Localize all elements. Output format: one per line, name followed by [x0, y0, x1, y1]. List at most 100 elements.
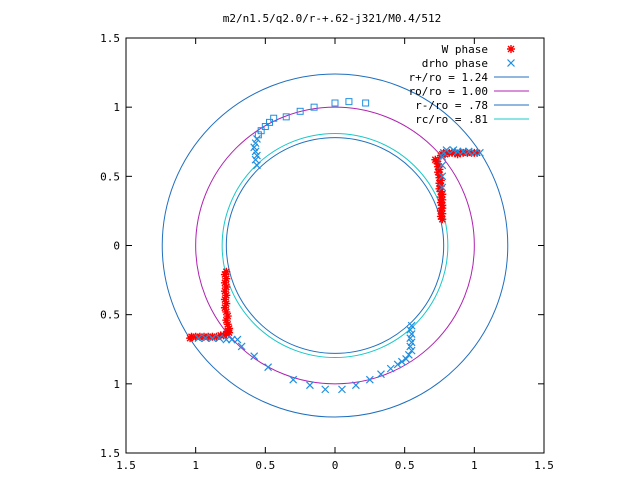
reference-circle — [225, 137, 445, 354]
data-point — [251, 155, 260, 164]
data-point — [220, 270, 229, 279]
data-point — [282, 113, 290, 121]
data-point — [407, 321, 416, 330]
data-point — [434, 162, 443, 171]
data-point — [251, 139, 260, 148]
data-point — [266, 118, 274, 126]
legend-marker — [507, 45, 515, 53]
data-point — [216, 331, 225, 340]
data-point — [436, 198, 445, 207]
data-point — [270, 114, 278, 122]
data-point — [438, 190, 447, 199]
axis-ticks: 1.5 1 0.5 0 0.5 1 1.51.510.500.511.5 — [100, 32, 554, 472]
data-point — [222, 267, 231, 276]
data-point — [453, 150, 462, 159]
data-point — [220, 287, 229, 296]
legend-label: drho phase — [422, 57, 488, 70]
data-point — [225, 324, 234, 333]
data-point — [220, 278, 229, 287]
data-point — [449, 146, 458, 154]
data-point — [253, 135, 261, 143]
data-point — [351, 381, 360, 390]
data-point — [365, 375, 374, 384]
x-tick-label: 1 — [471, 459, 478, 472]
data-point — [397, 357, 406, 366]
data-point — [257, 127, 265, 135]
data-point — [436, 206, 445, 215]
series-cross — [194, 135, 484, 394]
x-tick-label: 0 — [332, 459, 339, 472]
data-point — [404, 350, 413, 359]
data-point — [250, 143, 259, 152]
legend-marker — [507, 59, 515, 67]
data-point — [450, 148, 459, 157]
y-tick-label: 0.5 — [100, 170, 120, 183]
chart-title: m2/n1.5/q2.0/r-+.62-j321/M0.4/512 — [223, 12, 442, 25]
data-point — [436, 193, 445, 202]
data-point — [435, 173, 444, 182]
data-point — [436, 187, 445, 196]
data-point — [222, 291, 231, 300]
legend-label: W phase — [442, 43, 488, 56]
data-point — [459, 147, 468, 156]
data-point — [473, 148, 482, 157]
data-point — [406, 325, 415, 334]
data-point — [438, 153, 447, 161]
data-point — [223, 320, 232, 329]
data-point — [475, 148, 484, 157]
data-points — [186, 98, 484, 394]
data-point — [407, 330, 416, 338]
data-point — [464, 147, 473, 156]
data-point — [220, 295, 229, 304]
data-point — [212, 332, 221, 341]
data-point — [296, 107, 304, 115]
data-point — [191, 332, 200, 341]
data-point — [208, 332, 217, 341]
legend-label: r-/ro = .78 — [415, 99, 488, 112]
data-point — [233, 335, 242, 344]
data-point — [305, 381, 314, 390]
data-point — [237, 342, 246, 351]
data-point — [453, 147, 462, 156]
data-point — [439, 148, 448, 157]
data-point — [345, 98, 353, 106]
data-point — [222, 335, 231, 344]
data-point — [435, 184, 444, 193]
data-point — [407, 338, 416, 347]
data-point — [220, 303, 229, 312]
data-point — [436, 176, 445, 185]
y-tick-label: 0.5 — [100, 309, 120, 322]
data-point — [438, 161, 447, 170]
legend-label: r+/ro = 1.24 — [409, 71, 489, 84]
x-tick-label: 1.5 — [116, 459, 136, 472]
y-tick-label: 0 — [113, 240, 120, 253]
x-tick-label: 1 — [192, 459, 199, 472]
data-point — [438, 209, 447, 218]
y-tick-label: 1.5 — [100, 447, 120, 460]
data-point — [208, 334, 217, 343]
reference-circle — [195, 106, 475, 385]
data-point — [222, 316, 231, 325]
y-tick-label: 1 — [113, 101, 120, 114]
data-point — [432, 157, 441, 166]
data-point — [222, 330, 231, 339]
reference-circle — [161, 73, 509, 418]
data-point — [222, 307, 231, 316]
data-point — [435, 179, 444, 188]
data-point — [321, 385, 330, 394]
data-point — [253, 151, 261, 160]
data-point — [438, 215, 447, 224]
data-point — [194, 334, 203, 343]
series-open-square — [254, 98, 370, 139]
data-point — [438, 195, 447, 204]
data-point — [204, 332, 213, 341]
data-point — [227, 335, 236, 344]
data-point — [438, 172, 447, 181]
data-point — [331, 99, 339, 107]
data-point — [223, 312, 232, 321]
x-tick-label: 0.5 — [255, 459, 275, 472]
y-tick-label: 1.5 — [100, 32, 120, 45]
data-point — [251, 147, 260, 156]
